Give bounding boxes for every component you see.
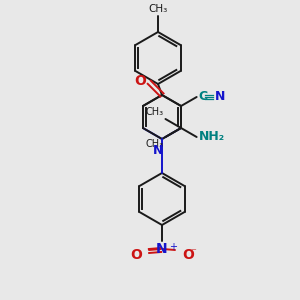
Text: +: + (169, 242, 177, 252)
Text: O: O (182, 248, 194, 262)
Text: ⁻: ⁻ (190, 247, 196, 257)
Text: C: C (199, 91, 208, 103)
Text: O: O (134, 74, 146, 88)
Text: CH₃: CH₃ (148, 4, 168, 14)
Text: N: N (156, 242, 168, 256)
Text: NH₂: NH₂ (199, 130, 225, 143)
Text: N: N (153, 144, 163, 157)
Text: CH₃: CH₃ (145, 107, 164, 117)
Text: O: O (130, 248, 142, 262)
Text: CH₃: CH₃ (145, 139, 164, 149)
Text: N: N (214, 91, 225, 103)
